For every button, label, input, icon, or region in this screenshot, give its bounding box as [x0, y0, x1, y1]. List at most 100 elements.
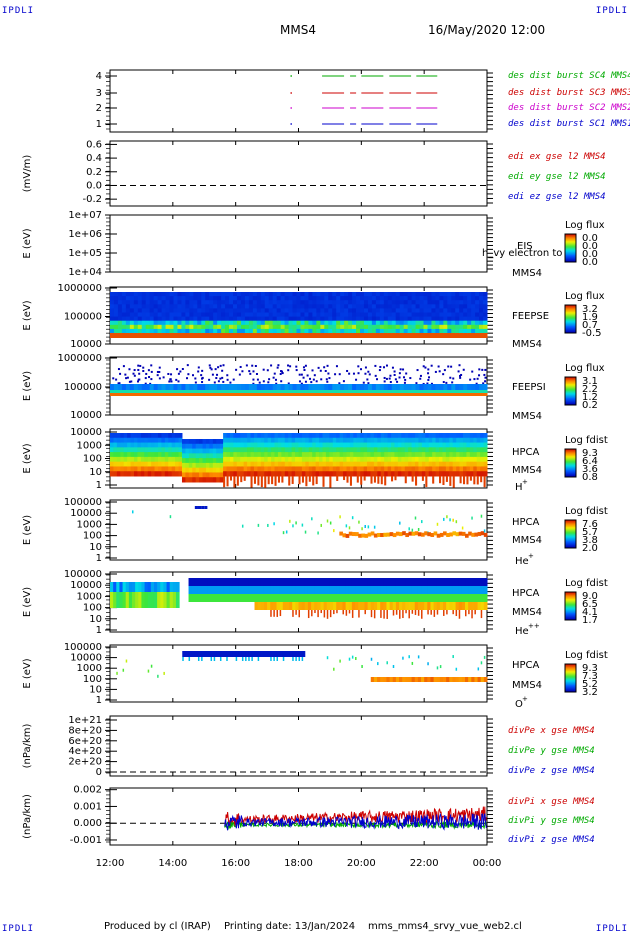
- spectrogram-cell: [197, 366, 200, 369]
- spectrogram-cell: [407, 333, 413, 338]
- spectrogram-cell: [471, 292, 476, 297]
- spectrogram-cell: [205, 467, 210, 473]
- spectrogram-cell: [267, 381, 270, 384]
- spectrogram-cell: [397, 461, 402, 467]
- spectrogram-cell: [201, 316, 206, 322]
- spectrogram-cell: [363, 471, 368, 477]
- spectrogram-cell: [327, 372, 330, 375]
- spectrogram-cell: [178, 437, 183, 444]
- spectrogram-cell: [113, 384, 119, 390]
- spectrogram-cell: [221, 333, 226, 338]
- colorbar-frame: [564, 663, 577, 693]
- spectrogram-cell: [305, 433, 310, 439]
- spectrogram-cell: [216, 472, 221, 478]
- colorbar-cell: [565, 472, 576, 474]
- spectrogram-cell: [427, 586, 431, 594]
- spectrogram-cell: [348, 390, 353, 393]
- legend-label: divPi x gse MMS4: [508, 797, 595, 807]
- spectrogram-cell: [428, 447, 433, 453]
- spectrogram-cell: [212, 477, 217, 483]
- spectrogram-cell: [209, 292, 214, 297]
- spectrogram-cell: [463, 461, 467, 467]
- spectrogram-cell: [386, 661, 388, 665]
- spectrogram-cell: [173, 308, 178, 313]
- spectrogram-cell: [295, 521, 297, 525]
- spectrogram-cell: [431, 384, 436, 390]
- spectrogram-cell: [248, 296, 254, 301]
- spectrogram-cell: [483, 320, 488, 326]
- spectrogram-cell: [300, 304, 305, 309]
- spectrogram-cell: [123, 447, 128, 453]
- spectrogram-cell: [257, 657, 260, 661]
- spectrogram-cell: [399, 610, 401, 619]
- colorbar-cell: [565, 668, 576, 671]
- spectrogram-cell: [133, 437, 138, 444]
- spectrogram-cell: [274, 452, 279, 458]
- spectrogram-cell: [205, 316, 210, 322]
- spectrogram-cell: [243, 476, 246, 481]
- spectrogram-cell: [125, 312, 131, 318]
- spectrogram-cell: [188, 467, 193, 473]
- spectrogram-cell: [450, 365, 453, 368]
- spectrogram-cell: [352, 316, 357, 322]
- spectrogram-cell: [165, 324, 171, 330]
- spectrogram-cell: [339, 433, 344, 439]
- spectrogram-cell: [452, 476, 455, 488]
- colorbar-cell: [565, 379, 576, 381]
- spectrogram-cell: [471, 586, 475, 594]
- spectrogram-cell: [439, 578, 444, 586]
- spectrogram-cell: [456, 433, 461, 439]
- spectrogram-cell: [133, 452, 138, 458]
- spectrogram-cell: [264, 452, 269, 458]
- spectrogram-cell: [295, 447, 299, 453]
- spectrogram-cell: [456, 461, 461, 467]
- spectrogram-cell: [439, 665, 442, 669]
- spectrogram-cell: [276, 594, 281, 602]
- spectrogram-cell: [304, 320, 309, 326]
- spectrogram-cell: [168, 466, 173, 472]
- spectrogram-cell: [483, 292, 488, 297]
- spectrogram-cell: [426, 382, 429, 385]
- spectrogram-cell: [298, 578, 303, 586]
- spectrogram-cell: [217, 333, 222, 338]
- colorbar-tick-label: 9.3: [582, 663, 598, 674]
- spectrogram-cell: [189, 308, 194, 313]
- spectrogram-cell: [455, 384, 460, 390]
- colorbar-cell: [565, 312, 576, 314]
- spectrogram-cell: [348, 320, 353, 326]
- spectrogram-cell: [270, 651, 274, 657]
- colorbar-tick-label: 0.2: [582, 400, 598, 411]
- spectrogram-cell: [439, 312, 444, 318]
- spectrogram-cell: [213, 594, 218, 602]
- spectrogram-cell: [247, 447, 252, 453]
- spectrogram-cell: [402, 368, 405, 371]
- spectrogram-cell: [405, 586, 409, 594]
- spectrogram-cell: [323, 594, 328, 602]
- spectrogram-cell: [149, 320, 155, 326]
- spectrogram-cell: [236, 461, 241, 467]
- spectrogram-cell: [474, 602, 479, 610]
- spectrogram-cell: [465, 677, 469, 682]
- spectrogram-cell: [452, 456, 457, 463]
- spectrogram-cell: [270, 602, 274, 610]
- spectrogram-cell: [229, 461, 234, 467]
- spectrogram-cell: [408, 442, 413, 448]
- spectrogram-cell: [391, 366, 394, 369]
- spectrogram-cell: [233, 324, 238, 330]
- spectrogram-cell: [471, 304, 476, 309]
- spectrogram-cell: [225, 390, 230, 393]
- spectrogram-cell: [375, 324, 381, 330]
- spectrogram-cell: [389, 586, 394, 594]
- spectrogram-cell: [308, 442, 313, 448]
- spectrogram-cell: [360, 308, 365, 313]
- spectrogram-cell: [125, 316, 131, 322]
- spectrogram-cell: [295, 452, 299, 458]
- spectrogram-cell: [443, 594, 447, 602]
- colorbar-cell: [565, 401, 576, 404]
- spectrogram-cell: [141, 300, 147, 305]
- spectrogram-cell: [219, 448, 224, 454]
- spectrogram-cell: [219, 657, 222, 661]
- spectrogram-cell: [216, 477, 221, 483]
- spectrogram-cell: [363, 384, 369, 390]
- spectrogram-cell: [395, 292, 401, 297]
